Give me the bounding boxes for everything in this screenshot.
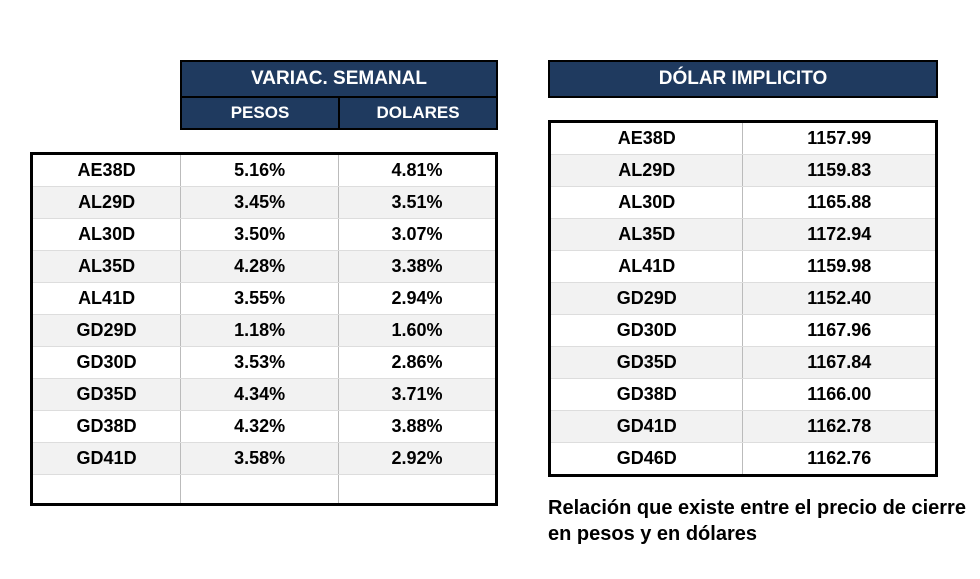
ticker-cell: GD41D	[32, 443, 181, 475]
value-cell: 1162.78	[743, 411, 937, 443]
ticker-cell: AL30D	[32, 219, 181, 251]
ticker-cell: AL29D	[550, 155, 743, 187]
pesos-cell: 3.53%	[181, 347, 339, 379]
table-row: GD30D3.53%2.86%	[32, 347, 497, 379]
ticker-cell: GD35D	[550, 347, 743, 379]
dolares-cell: 2.94%	[339, 283, 497, 315]
ticker-cell: GD30D	[32, 347, 181, 379]
table-row: AL35D4.28%3.38%	[32, 251, 497, 283]
table-row: AE38D5.16%4.81%	[32, 154, 497, 187]
variacion-title: VARIAC. SEMANAL	[180, 60, 498, 98]
variacion-semanal-panel: VARIAC. SEMANAL PESOS DOLARES AE38D5.16%…	[30, 60, 498, 547]
value-cell: 1159.83	[743, 155, 937, 187]
ticker-cell: GD29D	[32, 315, 181, 347]
pesos-cell: 3.55%	[181, 283, 339, 315]
implicito-caption: Relación que existe entre el precio de c…	[548, 495, 968, 547]
value-cell: 1166.00	[743, 379, 937, 411]
value-cell: 1157.99	[743, 122, 937, 155]
ticker-cell: AL29D	[32, 187, 181, 219]
value-cell: 1165.88	[743, 187, 937, 219]
ticker-cell: AL41D	[32, 283, 181, 315]
table-row	[32, 475, 497, 505]
pesos-cell: 1.18%	[181, 315, 339, 347]
pesos-cell: 4.34%	[181, 379, 339, 411]
ticker-cell: GD30D	[550, 315, 743, 347]
table-row: AL29D3.45%3.51%	[32, 187, 497, 219]
dolares-cell: 1.60%	[339, 315, 497, 347]
dolar-implicito-panel: DÓLAR IMPLICITO AE38D1157.99AL29D1159.83…	[548, 60, 968, 547]
table-row: AL35D1172.94	[550, 219, 937, 251]
table-row: AL41D1159.98	[550, 251, 937, 283]
pesos-cell: 4.32%	[181, 411, 339, 443]
table-row: GD46D1162.76	[550, 443, 937, 476]
ticker-cell: AL35D	[32, 251, 181, 283]
table-row: AL30D3.50%3.07%	[32, 219, 497, 251]
table-row: GD41D1162.78	[550, 411, 937, 443]
table-row: GD35D4.34%3.71%	[32, 379, 497, 411]
table-row: AL41D3.55%2.94%	[32, 283, 497, 315]
pesos-cell: 3.58%	[181, 443, 339, 475]
sub-pesos-header: PESOS	[180, 98, 340, 130]
table-row: GD38D4.32%3.88%	[32, 411, 497, 443]
dolares-cell: 2.86%	[339, 347, 497, 379]
page-container: VARIAC. SEMANAL PESOS DOLARES AE38D5.16%…	[0, 0, 980, 567]
table-row: GD41D3.58%2.92%	[32, 443, 497, 475]
ticker-cell: GD29D	[550, 283, 743, 315]
implicito-table: AE38D1157.99AL29D1159.83AL30D1165.88AL35…	[548, 120, 938, 477]
dolares-cell: 4.81%	[339, 154, 497, 187]
ticker-cell: GD46D	[550, 443, 743, 476]
variacion-table: AE38D5.16%4.81%AL29D3.45%3.51%AL30D3.50%…	[30, 152, 498, 506]
ticker-cell: GD38D	[550, 379, 743, 411]
ticker-cell: GD41D	[550, 411, 743, 443]
variacion-subheader-row: PESOS DOLARES	[180, 98, 498, 130]
dolares-cell: 3.71%	[339, 379, 497, 411]
dolares-cell: 3.38%	[339, 251, 497, 283]
value-cell: 1152.40	[743, 283, 937, 315]
value-cell: 1167.96	[743, 315, 937, 347]
dolares-cell: 2.92%	[339, 443, 497, 475]
table-row: GD30D1167.96	[550, 315, 937, 347]
ticker-cell: AE38D	[550, 122, 743, 155]
value-cell: 1159.98	[743, 251, 937, 283]
value-cell: 1167.84	[743, 347, 937, 379]
implicito-title: DÓLAR IMPLICITO	[548, 60, 938, 98]
dolares-cell: 3.51%	[339, 187, 497, 219]
ticker-cell: AL35D	[550, 219, 743, 251]
ticker-cell: AL41D	[550, 251, 743, 283]
table-row: GD35D1167.84	[550, 347, 937, 379]
table-row: GD38D1166.00	[550, 379, 937, 411]
dolares-cell: 3.88%	[339, 411, 497, 443]
sub-dolares-header: DOLARES	[340, 98, 498, 130]
pesos-cell: 3.45%	[181, 187, 339, 219]
value-cell: 1172.94	[743, 219, 937, 251]
table-row: AL30D1165.88	[550, 187, 937, 219]
ticker-cell	[32, 475, 181, 505]
ticker-cell: GD38D	[32, 411, 181, 443]
pesos-cell: 4.28%	[181, 251, 339, 283]
table-row: GD29D1152.40	[550, 283, 937, 315]
table-row: GD29D1.18%1.60%	[32, 315, 497, 347]
dolares-cell	[339, 475, 497, 505]
pesos-cell	[181, 475, 339, 505]
dolares-cell: 3.07%	[339, 219, 497, 251]
value-cell: 1162.76	[743, 443, 937, 476]
ticker-cell: AE38D	[32, 154, 181, 187]
table-row: AE38D1157.99	[550, 122, 937, 155]
variacion-header-block: VARIAC. SEMANAL PESOS DOLARES	[180, 60, 498, 130]
pesos-cell: 3.50%	[181, 219, 339, 251]
ticker-cell: GD35D	[32, 379, 181, 411]
ticker-cell: AL30D	[550, 187, 743, 219]
pesos-cell: 5.16%	[181, 154, 339, 187]
table-row: AL29D1159.83	[550, 155, 937, 187]
